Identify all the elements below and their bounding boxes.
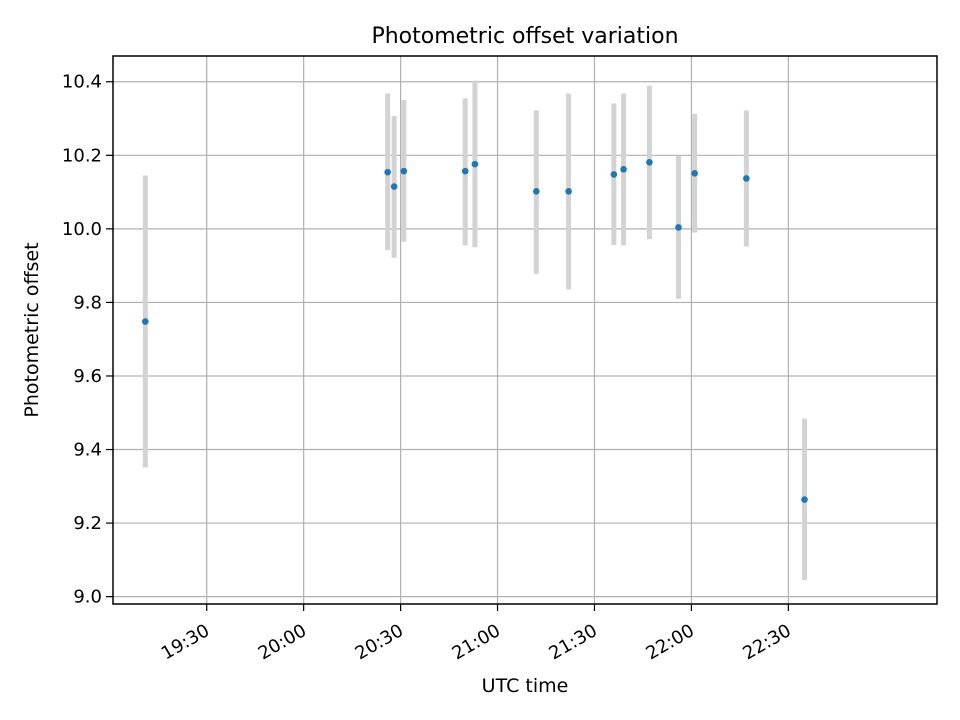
y-tick-label: 9.6 (73, 366, 102, 387)
y-axis-ticks: 9.0 9.2 9.4 9.6 9.8 10.0 10.2 10.4 (62, 72, 113, 608)
plot-frame (112, 55, 938, 605)
data-point (675, 224, 682, 231)
data-point (801, 496, 808, 503)
data-point (620, 165, 627, 173)
y-tick-label: 10.2 (62, 145, 102, 166)
data-point (390, 183, 398, 190)
data-point (743, 175, 750, 182)
grid (113, 56, 937, 604)
data-point (610, 171, 618, 178)
x-axis-label: UTC time (482, 675, 569, 697)
chart-title: Photometric offset variation (371, 24, 678, 49)
data-point (533, 188, 540, 195)
y-axis-label: Photometric offset (21, 242, 43, 417)
x-tick-label: 22:00 (642, 620, 697, 664)
data-point (565, 188, 572, 195)
y-tick-label: 9.2 (73, 513, 102, 534)
data-point (691, 170, 698, 177)
data-point (646, 158, 653, 166)
x-tick-label: 20:00 (255, 620, 310, 664)
x-tick-label: 22:30 (739, 620, 794, 664)
x-tick-label: 20:30 (352, 620, 407, 664)
data-point (142, 318, 149, 325)
x-axis-ticks: 19:30 20:00 20:30 21:00 21:30 22:00 22:30 (158, 604, 795, 664)
x-tick-label: 21:30 (546, 620, 601, 664)
x-tick-label: 21:00 (449, 620, 504, 664)
x-tick-label: 19:30 (158, 620, 213, 664)
data-point (384, 168, 391, 176)
y-tick-label: 9.8 (73, 292, 102, 313)
y-tick-label: 9.4 (73, 440, 102, 461)
data-point (461, 167, 469, 175)
data-points (142, 158, 808, 503)
y-tick-label: 10.4 (62, 72, 102, 93)
y-tick-label: 9.0 (73, 587, 102, 608)
y-tick-label: 10.0 (62, 219, 102, 240)
data-point (400, 167, 408, 175)
data-point (471, 160, 479, 168)
